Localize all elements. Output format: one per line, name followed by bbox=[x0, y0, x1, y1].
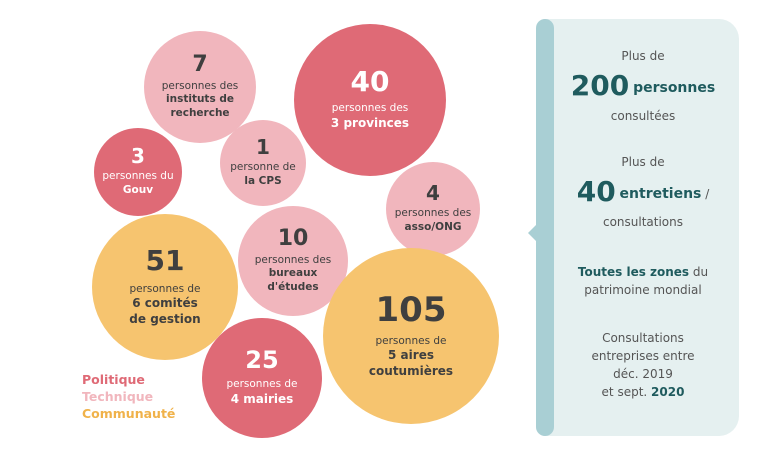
summary-strong: Toutes les zones bbox=[577, 265, 690, 279]
bubble-label: 6 comités bbox=[132, 296, 198, 311]
bubble-label: instituts de bbox=[166, 93, 234, 106]
bubble-label: 3 provinces bbox=[330, 116, 410, 131]
summary-text: / bbox=[701, 187, 710, 201]
bubble-label: bureaux bbox=[268, 267, 318, 280]
bubble-label: asso/ONG bbox=[404, 221, 462, 233]
panel-pointer bbox=[528, 223, 538, 243]
legend-communaute: Communauté bbox=[82, 405, 176, 421]
bubble-cps: 1 personne de la CPS bbox=[220, 120, 306, 206]
summary-interviews: Plus de 40 entretiens / consultations bbox=[547, 153, 739, 231]
bubble-value: 51 bbox=[145, 243, 185, 277]
summary-strong: 2020 bbox=[651, 385, 685, 399]
bubble-label: 4 mairies bbox=[230, 392, 294, 407]
summary-dates: Consultations entreprises entre déc. 201… bbox=[547, 329, 739, 401]
bubble-asso-ong: 4 personnes des asso/ONG bbox=[386, 162, 480, 256]
summary-highlight: 200 personnes bbox=[547, 65, 739, 107]
bubble-label: la CPS bbox=[244, 175, 282, 187]
summary-text: entreprises entre bbox=[591, 349, 695, 363]
summary-persons: Plus de 200 personnes consultées bbox=[547, 47, 739, 125]
summary-number: 40 bbox=[576, 175, 616, 208]
summary-word: personnes bbox=[633, 80, 716, 96]
bubble-label: coutumières bbox=[368, 363, 454, 378]
panel-accent-bar bbox=[536, 19, 554, 436]
bubble-instituts-recherche: 7 personnes des instituts de recherche bbox=[144, 31, 256, 143]
summary-text: patrimoine mondial bbox=[584, 283, 702, 297]
legend-technique: Technique bbox=[82, 388, 154, 404]
summary-text: Consultations bbox=[602, 331, 684, 345]
bubble-label: 5 aires bbox=[388, 348, 434, 363]
bubble-value: 25 bbox=[245, 346, 279, 375]
bubble-value: 40 bbox=[350, 65, 390, 99]
summary-text: consultées bbox=[610, 109, 676, 123]
summary-panel: Plus de 200 personnes consultées Plus de… bbox=[547, 19, 739, 436]
bubble-value: 105 bbox=[375, 289, 447, 330]
bubble-value: 10 bbox=[277, 225, 309, 251]
bubble-gouv: 3 personnes du Gouv bbox=[94, 128, 182, 216]
bubble-label: personne de bbox=[230, 161, 296, 174]
bubble-mairies: 25 personnes de 4 mairies bbox=[202, 318, 322, 438]
bubble-bureaux-etudes: 10 personnes des bureaux d'études bbox=[238, 206, 348, 316]
summary-highlight: 40 entretiens / bbox=[547, 171, 739, 213]
summary-text: Plus de bbox=[621, 49, 665, 63]
summary-text: du bbox=[689, 265, 709, 279]
bubble-label: d'études bbox=[267, 280, 319, 293]
summary-text: et sept. bbox=[601, 385, 652, 399]
bubble-label: Gouv bbox=[122, 184, 154, 196]
summary-zones: Toutes les zones du patrimoine mondial bbox=[547, 263, 739, 299]
summary-number: 200 bbox=[570, 69, 630, 102]
bubble-provinces: 40 personnes des 3 provinces bbox=[294, 24, 446, 176]
bubble-label: personnes de bbox=[375, 334, 447, 347]
legend-politique: Politique bbox=[82, 372, 145, 387]
summary-word: entretiens bbox=[619, 186, 702, 202]
bubble-label: personnes de bbox=[226, 378, 298, 391]
summary-text: Toutes les zones du bbox=[547, 263, 739, 281]
bubble-label: personnes des bbox=[254, 253, 332, 266]
summary-text: Plus de bbox=[621, 155, 665, 169]
bubble-comites-gestion: 51 personnes de 6 comités de gestion bbox=[92, 214, 238, 360]
bubble-label: personnes des bbox=[161, 79, 239, 92]
bubble-label: personnes des bbox=[394, 207, 472, 220]
bubble-value: 4 bbox=[426, 181, 440, 206]
bubble-label: personnes des bbox=[331, 102, 409, 115]
summary-text: consultations bbox=[602, 215, 684, 229]
bubble-label: recherche bbox=[170, 106, 230, 119]
summary-text: et sept. 2020 bbox=[547, 383, 739, 401]
bubble-value: 1 bbox=[256, 135, 270, 160]
bubble-value: 3 bbox=[131, 144, 145, 169]
bubble-label: personnes de bbox=[129, 282, 201, 295]
bubble-value: 7 bbox=[192, 51, 208, 77]
bubble-aires-coutumieres: 105 personnes de 5 aires coutumières bbox=[323, 248, 499, 424]
bubble-label: personnes du bbox=[102, 170, 174, 183]
summary-text: déc. 2019 bbox=[613, 367, 673, 381]
legend: Politique Technique Communauté bbox=[82, 372, 175, 423]
bubble-label: de gestion bbox=[129, 311, 201, 326]
